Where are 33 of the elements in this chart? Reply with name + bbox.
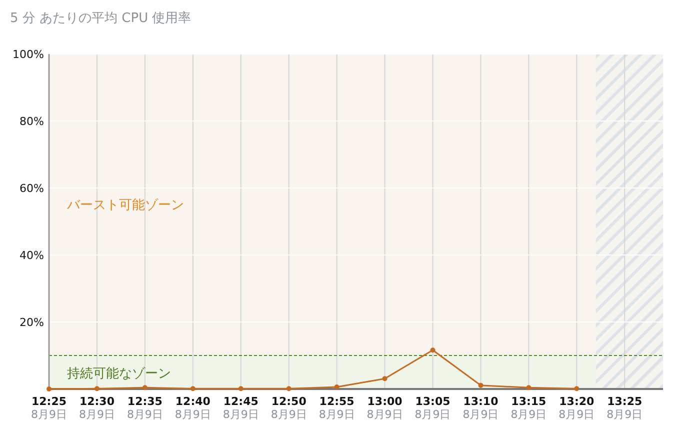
x-tick-label: 12:55 8月9日 <box>318 395 355 421</box>
point <box>430 348 436 353</box>
point <box>334 384 340 390</box>
x-tick-label: 12:45 8月9日 <box>222 395 259 421</box>
y-tick-label: 100% <box>12 48 44 61</box>
x-tick-label: 13:15 8月9日 <box>510 395 547 421</box>
x-tick-label: 12:40 8月9日 <box>174 395 211 421</box>
x-tick-label: 12:50 8月9日 <box>270 395 307 421</box>
y-tick-label: 40% <box>20 249 44 262</box>
x-tick-label: 13:25 8月9日 <box>606 395 643 421</box>
point <box>190 386 196 392</box>
x-tick-label: 13:20 8月9日 <box>558 395 595 421</box>
band-label: 持続可能なゾーン <box>67 366 171 382</box>
x-tick-label: 12:30 8月9日 <box>78 395 115 421</box>
band-label: バースト可能ゾーン <box>66 198 184 213</box>
point <box>286 386 292 392</box>
chart-title: 5 分 あたりの平均 CPU 使用率 <box>10 10 192 26</box>
x-tick-label: 13:10 8月9日 <box>462 395 499 421</box>
y-tick-label: 60% <box>20 182 44 195</box>
y-tick-label: 80% <box>20 115 44 128</box>
y-tick-label: 20% <box>20 316 44 329</box>
point <box>46 386 52 392</box>
point <box>526 385 532 390</box>
x-tick-label: 13:00 8月9日 <box>366 395 403 421</box>
point <box>142 385 148 390</box>
point <box>574 386 580 392</box>
x-tick-label: 12:25 8月9日 <box>31 395 67 421</box>
point <box>382 376 388 382</box>
point <box>478 382 484 388</box>
x-tick-label: 12:35 8月9日 <box>126 395 163 421</box>
x-tick-label: 13:05 8月9日 <box>414 395 451 421</box>
point <box>238 386 244 392</box>
point <box>94 386 100 392</box>
